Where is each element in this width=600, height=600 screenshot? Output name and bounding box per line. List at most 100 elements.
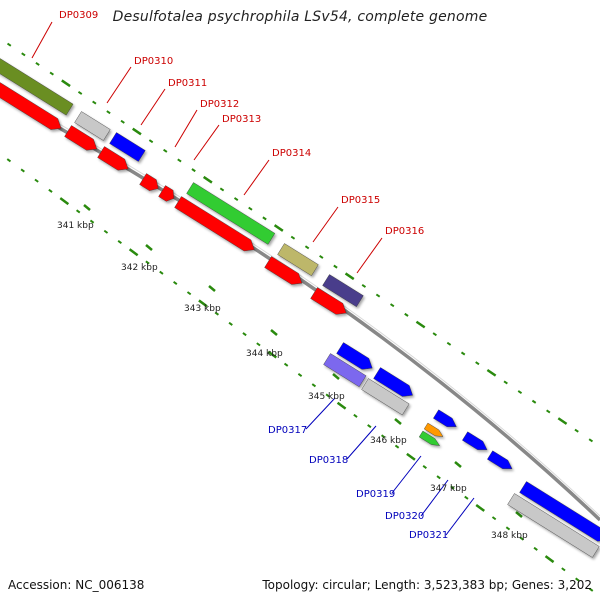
cds-arrow[interactable]	[462, 431, 488, 450]
tick-mark	[544, 555, 555, 564]
tick-mark	[6, 158, 12, 163]
tick-mark	[219, 187, 225, 192]
tick-mark	[242, 332, 247, 337]
tick-mark	[283, 362, 289, 367]
gene-label-dp0319[interactable]: DP0319	[356, 489, 395, 500]
cds-arrow[interactable]	[487, 450, 513, 469]
tick-mark	[35, 62, 40, 66]
gene-label-dp0320[interactable]: DP0320	[385, 511, 424, 522]
tick-mark	[491, 516, 497, 521]
gene-dp0318-bar[interactable]	[361, 378, 410, 416]
gene-dp0309-bar[interactable]	[0, 57, 74, 116]
tick-mark	[48, 188, 53, 193]
gene-dp0311-bar[interactable]	[109, 132, 146, 162]
tick-mark	[505, 526, 511, 531]
gene-dp0317-bar[interactable]	[323, 353, 367, 388]
gene-dp0314-bar[interactable]	[186, 182, 276, 245]
tick-mark	[575, 577, 580, 582]
tick-mark	[404, 312, 409, 317]
gene-label-dp0311[interactable]: DP0311	[168, 78, 207, 89]
tick-mark	[34, 178, 39, 183]
tick-mark	[503, 380, 508, 385]
gene-label-dp0321[interactable]: DP0321	[409, 530, 448, 541]
tick-mark	[588, 587, 594, 592]
cds-arrow[interactable]	[310, 287, 347, 315]
tick-mark	[49, 71, 54, 76]
callout-line	[174, 109, 198, 148]
gene-dp0321-bar[interactable]	[507, 493, 600, 558]
gene-dp0316-bar[interactable]	[322, 274, 364, 307]
feature-track	[0, 57, 600, 558]
major-tick	[83, 204, 91, 211]
tick-mark	[106, 110, 111, 115]
tick-mark	[311, 383, 317, 388]
callout-line	[106, 66, 132, 104]
tick-mark	[367, 424, 372, 429]
gene-label-dp0315[interactable]: DP0315	[341, 195, 380, 206]
cds-arrow[interactable]	[336, 342, 373, 370]
cds-arrow[interactable]	[97, 146, 129, 171]
major-tick	[332, 373, 340, 380]
major-tick	[145, 244, 153, 251]
tick-mark	[336, 401, 347, 410]
tick-mark	[432, 332, 437, 337]
cds-arrow[interactable]	[0, 81, 62, 130]
gene-dp0319-bar[interactable]	[418, 430, 441, 446]
tick-mark	[380, 434, 386, 439]
tick-mark	[20, 168, 25, 173]
callout-line	[243, 159, 270, 196]
callout-line	[356, 237, 383, 274]
cds-arrow[interactable]	[158, 185, 175, 202]
gene-label-dp0314[interactable]: DP0314	[272, 148, 311, 159]
scale-label-347: 347 kbp	[430, 484, 467, 494]
tick-mark	[256, 342, 261, 347]
tick-mark	[198, 299, 208, 308]
cds-arrow[interactable]	[64, 125, 98, 151]
tick-mark	[375, 293, 381, 298]
accession-text: Accession: NC_006138	[8, 578, 145, 592]
cds-arrow[interactable]	[139, 173, 159, 191]
tick-mark	[92, 100, 97, 105]
scale-label-341: 341 kbp	[57, 221, 94, 231]
tick-mark	[267, 350, 278, 359]
tick-mark	[415, 320, 426, 329]
tick-mark	[475, 503, 485, 512]
tick-mark	[117, 240, 122, 245]
cds-arrow[interactable]	[174, 196, 255, 252]
gene-dp0310-bar[interactable]	[74, 111, 111, 141]
gene-label-dp0317[interactable]: DP0317	[268, 425, 307, 436]
tick-mark	[145, 260, 150, 265]
gene-label-dp0309[interactable]: DP0309	[59, 10, 98, 21]
gene-label-dp0313[interactable]: DP0313	[222, 114, 261, 125]
gene-dp0320-bar[interactable]	[423, 422, 444, 437]
scale-label-348: 348 kbp	[491, 531, 528, 541]
callout-line	[391, 455, 422, 494]
gene-label-dp0312[interactable]: DP0312	[200, 99, 239, 110]
scale-label-345: 345 kbp	[308, 392, 345, 402]
tick-mark	[406, 452, 416, 461]
tick-mark	[519, 536, 525, 541]
gene-label-dp0318[interactable]: DP0318	[309, 455, 348, 466]
gene-dp0315-bar[interactable]	[277, 243, 319, 276]
cds-arrow[interactable]	[519, 481, 600, 542]
tick-mark	[450, 485, 455, 490]
genome-title: Desulfotalea psychrophila LSv54, complet…	[112, 9, 488, 25]
tick-mark	[389, 303, 395, 308]
cds-arrow[interactable]	[264, 256, 303, 285]
tick-mark	[262, 216, 267, 221]
gene-label-dp0316[interactable]: DP0316	[385, 226, 424, 237]
gene-labels-top: DP0309 DP0310 DP0311 DP0312 DP0313 DP031…	[59, 10, 424, 237]
cds-arrow[interactable]	[433, 409, 457, 427]
tick-mark	[120, 119, 125, 124]
tick-mark	[77, 90, 83, 95]
cds-arrow[interactable]	[373, 367, 413, 397]
tick-mark	[273, 224, 284, 232]
tick-mark	[361, 283, 367, 288]
tick-mark	[517, 390, 523, 395]
tick-mark	[436, 475, 441, 480]
gene-label-dp0310[interactable]: DP0310	[134, 56, 173, 67]
tick-mark	[533, 546, 538, 551]
scale-label-346: 346 kbp	[370, 436, 407, 446]
tick-mark	[177, 158, 182, 163]
